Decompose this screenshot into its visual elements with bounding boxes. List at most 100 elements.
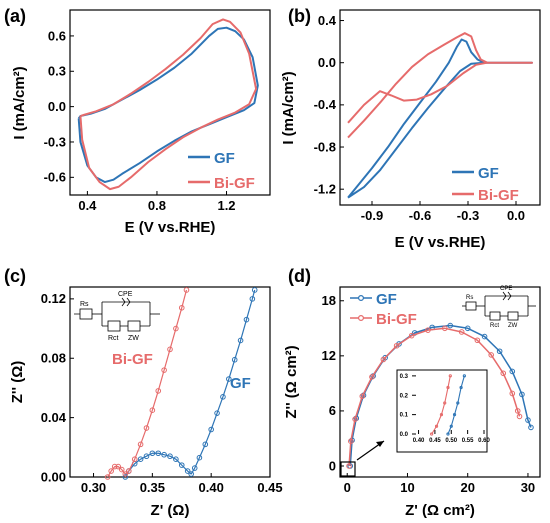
data-point-bi-gf (173, 325, 179, 332)
data-point-bi-gf (122, 471, 129, 477)
data-point-gf (143, 453, 150, 460)
panel-b: (b) -0.9 -0.6 -0.3 0.0 -1.2 -0.8 -0.4 0.0 0.4 GF… (280, 6, 541, 251)
data-point-gf (519, 391, 525, 398)
panel-b-xlabel: E (V vs.RHE) (395, 234, 486, 251)
legend-label-gf: GF (376, 291, 397, 308)
panel-c: (c) 0.30 0.35 0.40 0.45 0.00 0.04 0.08 0.12 Rs … (4, 266, 283, 519)
series-bi-gf-line (107, 289, 188, 478)
equivalent-circuit: Rs CPE Rct ZW (74, 291, 160, 342)
y-tick-label: 0.0 (400, 432, 409, 438)
y-tick-label: 0.12 (41, 291, 66, 306)
x-tick-label: 0.35 (140, 480, 165, 495)
cpe-element (502, 291, 512, 301)
x-tick-label: 1.2 (217, 198, 235, 213)
data-point-bi-gf (178, 304, 185, 311)
data-point-bi-gf (488, 352, 495, 358)
resistor-rs (79, 308, 93, 320)
panel-c-ticks: 0.30 0.35 0.40 0.45 0.00 0.04 0.08 0.12 (41, 291, 283, 495)
legend-marker-gf (358, 295, 365, 302)
resistor-rs (465, 301, 477, 311)
y-tick-label: -0.8 (314, 139, 336, 154)
x-tick-label: 10 (400, 480, 414, 495)
data-point-gf (122, 474, 129, 480)
x-tick-label: 0.40 (199, 480, 224, 495)
data-point-bi-gf (346, 463, 352, 469)
series-bi-gf-line (347, 32, 533, 139)
data-point-gf (161, 451, 167, 458)
data-point-bi-gf (143, 425, 150, 431)
panel-a-series (77, 18, 259, 191)
legend-marker-bigf (358, 315, 365, 322)
data-point-bi-gf (474, 337, 481, 344)
data-point-gf (149, 450, 156, 457)
data-point-bi-gf (434, 424, 439, 428)
panel-a-ticks: 0.4 0.8 1.2 -0.6 -0.3 0.0 0.3 0.6 (44, 28, 236, 213)
panel-d-label: (d) (288, 266, 311, 286)
circuit-label-rs: Rs (80, 301, 89, 308)
y-tick-label: 0.4 (318, 13, 337, 28)
y-tick-label: -0.6 (44, 170, 66, 185)
panel-d-frame (339, 286, 541, 478)
legend-label-bigf: Bi-GF (376, 311, 417, 328)
data-point-gf (214, 410, 220, 416)
data-point-bi-gf (393, 342, 400, 349)
panel-a-ylabel: I (mA/cm²) (11, 66, 28, 139)
x-tick-label: -0.6 (409, 208, 431, 223)
y-tick-label: 12 (322, 348, 336, 363)
legend-label-gf: GF (214, 150, 235, 167)
y-tick-label: 0.0 (48, 99, 66, 114)
panel-d-ticks: 0 10 20 30 0 6 12 18 (322, 293, 536, 495)
data-point-gf (188, 471, 194, 477)
warburg-zw (127, 320, 141, 332)
data-point-bi-gf (425, 327, 431, 333)
data-point-gf (462, 374, 466, 378)
data-point-bi-gf (509, 390, 516, 397)
inset-ticks: 0.40 0.45 0.50 0.55 0.60 0.0 0.1 0.2 0.3 (400, 374, 491, 444)
resistor-rct (107, 320, 121, 332)
panel-d-series (346, 322, 534, 469)
y-tick-label: 0 (329, 458, 336, 473)
x-tick-label: -0.9 (361, 208, 383, 223)
x-tick-label: 0.55 (462, 438, 474, 444)
data-point-bi-gf (352, 416, 358, 422)
data-point-gf (220, 394, 226, 400)
panel-b-series (347, 32, 533, 199)
panel-b-ticks: -0.9 -0.6 -0.3 0.0 -1.2 -0.8 -0.4 0.0 0.4 (314, 13, 525, 223)
data-point-gf (449, 424, 453, 428)
panel-a-frame (69, 9, 271, 196)
data-point-bi-gf (516, 413, 523, 420)
x-tick-label: 0.40 (413, 438, 425, 444)
warburg-zw (507, 311, 519, 321)
y-tick-label: 0.0 (318, 55, 336, 70)
inset-series (430, 374, 466, 436)
x-tick-label: 0 (344, 480, 351, 495)
panel-d-ylabel: Z'' (Ω cm²) (283, 345, 300, 418)
y-tick-label: -1.2 (314, 182, 336, 197)
circuit-label-zw: ZW (128, 335, 139, 342)
data-point-gf (481, 333, 488, 340)
x-tick-label: 0.45 (257, 480, 282, 495)
cpe-element (121, 297, 131, 307)
data-point-bi-gf (430, 432, 434, 436)
legend-label-bigf: Bi-GF (214, 175, 255, 192)
data-point-gf (525, 417, 531, 423)
y-tick-label: 0.1 (400, 413, 409, 419)
data-point-bi-gf (104, 474, 111, 480)
data-point-gf (528, 424, 534, 431)
annotation-bigf: Bi-GF (112, 351, 153, 368)
circuit-label-rct: Rct (108, 335, 119, 342)
data-point-gf (202, 441, 209, 448)
y-tick-label: -0.3 (44, 134, 66, 149)
panel-c-ylabel: Z'' (Ω) (9, 361, 26, 403)
data-point-bi-gf (126, 468, 132, 474)
x-tick-label: 20 (460, 480, 474, 495)
data-point-bi-gf (369, 374, 375, 380)
zoom-region-box (340, 461, 356, 477)
data-point-bi-gf (137, 441, 144, 448)
series-bi-gf-line (79, 18, 258, 191)
x-tick-label: 0.4 (78, 198, 97, 213)
x-tick-label: 0.45 (429, 438, 441, 444)
equivalent-circuit: Rs CPE Rct ZW (462, 286, 536, 329)
data-point-bi-gf (167, 346, 173, 353)
x-tick-label: 0.60 (478, 438, 490, 444)
